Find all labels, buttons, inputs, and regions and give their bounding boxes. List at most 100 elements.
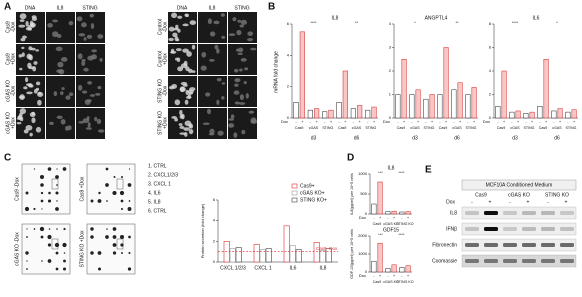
cell xyxy=(243,80,247,85)
dox-sign: - xyxy=(338,119,340,124)
cell xyxy=(19,117,24,122)
bar xyxy=(357,105,363,119)
y-tick-label: 0 xyxy=(365,211,368,216)
cell xyxy=(83,37,87,41)
array xyxy=(86,223,136,275)
y-tick-label: 2 xyxy=(213,238,216,243)
cell xyxy=(238,102,246,105)
bar xyxy=(319,250,326,263)
cell xyxy=(234,101,240,105)
x-tick-label: IL8 xyxy=(320,265,327,271)
cell xyxy=(177,66,184,72)
spot xyxy=(39,226,45,232)
bar xyxy=(371,260,377,273)
group-label: cGAS xyxy=(352,126,362,130)
cell xyxy=(183,127,190,131)
micrograph xyxy=(198,76,227,107)
cell xyxy=(35,87,40,91)
cell xyxy=(228,123,235,128)
spot xyxy=(41,208,43,210)
bar xyxy=(377,242,383,273)
cell xyxy=(90,94,95,97)
cell xyxy=(83,67,89,72)
cell xyxy=(27,62,32,69)
row-label: Control xyxy=(157,51,163,67)
cell xyxy=(244,67,249,71)
cell xyxy=(171,83,178,89)
spot xyxy=(90,251,94,255)
y-tick-label: 8 xyxy=(489,21,492,26)
spot xyxy=(119,234,125,240)
bar xyxy=(523,113,529,119)
key-item: 6. CTRL xyxy=(148,208,167,214)
cell xyxy=(19,13,27,20)
cell xyxy=(37,92,44,97)
cell xyxy=(29,22,36,28)
spot xyxy=(55,175,59,179)
band xyxy=(541,211,555,215)
dox-sign: + xyxy=(489,199,492,205)
cell xyxy=(53,91,58,97)
bar xyxy=(391,210,397,215)
row-label: Control xyxy=(157,19,163,35)
cell xyxy=(221,96,225,100)
chart-title: IL8 xyxy=(332,15,339,21)
dox-sign: + xyxy=(393,215,396,220)
cell xyxy=(236,29,242,36)
cell xyxy=(26,91,33,95)
y-tick-label: 6 xyxy=(489,45,492,50)
cell xyxy=(189,87,196,92)
group-label: STING KO xyxy=(545,192,569,198)
cell xyxy=(241,129,246,135)
dox-sign: - xyxy=(411,119,413,124)
cell xyxy=(87,55,94,61)
cell xyxy=(179,125,185,129)
cell xyxy=(205,92,211,97)
dox-sign: + xyxy=(417,119,420,124)
cell xyxy=(77,84,83,91)
dox-sign: + xyxy=(379,273,382,278)
cell xyxy=(37,99,42,106)
cell xyxy=(97,34,104,39)
row-label: +Dox xyxy=(10,117,16,129)
significance: * xyxy=(414,20,416,25)
cell xyxy=(29,112,36,118)
group-label: Cas9 xyxy=(373,222,381,226)
bar xyxy=(537,106,543,119)
dox-sign: - xyxy=(401,273,403,278)
micrograph xyxy=(228,12,257,43)
bar xyxy=(551,110,557,119)
panel-label: A xyxy=(4,2,11,13)
spot xyxy=(55,207,59,211)
spot xyxy=(112,190,117,196)
bar xyxy=(565,111,571,119)
cell xyxy=(56,115,63,119)
bar xyxy=(322,111,328,119)
cell xyxy=(209,31,216,37)
cell xyxy=(19,108,27,115)
cell xyxy=(35,49,40,52)
cell xyxy=(55,46,63,52)
cell xyxy=(239,68,243,72)
cell xyxy=(188,128,194,135)
band xyxy=(484,211,498,215)
bar xyxy=(529,111,535,119)
spot xyxy=(98,191,101,195)
band xyxy=(522,243,536,247)
spot xyxy=(112,227,117,231)
panel-label: B xyxy=(268,2,275,13)
cell xyxy=(248,110,255,114)
dox-sign: - xyxy=(310,119,312,124)
dox-sign: - xyxy=(511,119,513,124)
y-axis-label: mRNA fold change xyxy=(273,51,279,93)
spot xyxy=(56,184,58,186)
cell xyxy=(191,44,196,50)
bar xyxy=(437,94,443,119)
band xyxy=(541,243,555,247)
dox-sign: + xyxy=(573,119,576,124)
cell xyxy=(214,44,219,50)
group-label: cGAS KO xyxy=(383,222,399,226)
band xyxy=(465,211,479,215)
band xyxy=(522,211,536,215)
cell xyxy=(86,99,92,102)
